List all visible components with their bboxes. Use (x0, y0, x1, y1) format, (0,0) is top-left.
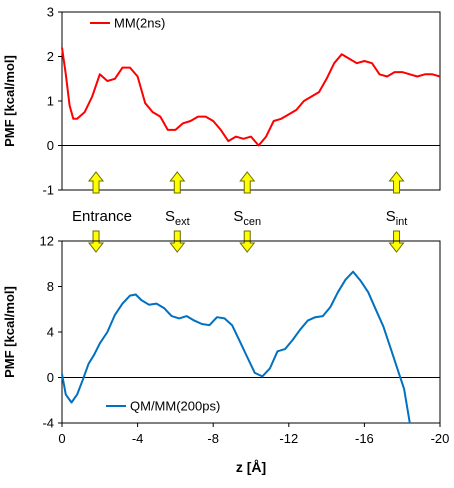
site-label-cen: Scen (233, 208, 261, 228)
up-arrow-icon (169, 171, 186, 194)
y-tick-label: -1 (42, 183, 54, 198)
bottom-y-axis-label: PMF [kcal/mol] (2, 286, 17, 378)
up-arrow-icon (239, 171, 256, 194)
y-tick-label: 1 (47, 94, 54, 109)
site-arrows (87, 171, 405, 253)
x-tick-label: -4 (132, 431, 144, 446)
legend-label-mm: MM(2ns) (114, 16, 165, 31)
mm-series-line (61, 47, 441, 147)
y-tick-label: -4 (42, 416, 54, 431)
up-arrow-icon (87, 171, 105, 194)
bottom-x-ticks: 0 -4 -8 -12 -16 -20 (58, 423, 449, 446)
up-arrow-icon (388, 171, 405, 194)
x-tick-label: -16 (355, 431, 374, 446)
y-tick-label: 4 (47, 325, 54, 340)
x-tick-label: -12 (279, 431, 298, 446)
top-chart-panel: -1 0 1 2 3 PMF [kcal/mol] MM(2ns) (2, 5, 441, 198)
bottom-y-ticks: -4 0 4 8 12 (40, 234, 62, 431)
qmmm-series-line (61, 270, 411, 424)
x-tick-label: -20 (431, 431, 450, 446)
y-tick-label: 8 (47, 279, 54, 294)
x-tick-label: -8 (207, 431, 219, 446)
binding-site-labels: Entrance Sext Scen Sint (72, 208, 407, 228)
site-label-int: Sint (386, 208, 408, 228)
site-label-ext: Sext (165, 208, 190, 228)
x-tick-label: 0 (58, 431, 65, 446)
y-tick-label: 3 (47, 5, 54, 20)
y-tick-label: 12 (40, 234, 54, 249)
legend-label-qmmm: QM/MM(200ps) (130, 399, 220, 414)
y-tick-label: 0 (47, 138, 54, 153)
bottom-chart-panel: -4 0 4 8 12 0 -4 -8 -12 -16 -20 PMF [kcal/mol] z … (2, 234, 449, 476)
top-y-ticks: -1 0 1 2 3 (42, 5, 62, 198)
top-plot-frame (61, 11, 441, 191)
top-y-axis-label: PMF [kcal/mol] (2, 55, 17, 147)
x-axis-label: z [Å] (236, 459, 266, 475)
bottom-plot-frame (61, 240, 441, 424)
y-tick-label: 0 (47, 370, 54, 385)
site-label-entrance: Entrance (72, 208, 132, 225)
y-tick-label: 2 (47, 49, 54, 64)
